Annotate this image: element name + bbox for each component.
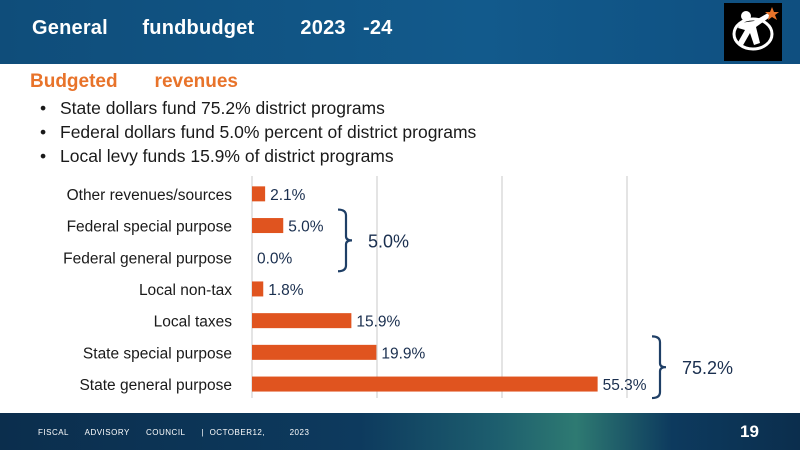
category-label: State special purpose (83, 345, 232, 362)
category-label: Other revenues/sources (67, 187, 233, 204)
data-label: 0.0% (257, 250, 293, 267)
bar (252, 313, 352, 329)
category-label: State general purpose (79, 377, 232, 394)
bracket (337, 208, 353, 273)
header-bar: General fundbudget 2023 -24 (0, 0, 800, 64)
data-label: 2.1% (270, 187, 306, 204)
footer-bar: FISCAL ADVISORY COUNCIL | OCTOBER12, 202… (0, 413, 800, 450)
data-label: 19.9% (381, 345, 425, 362)
category-label: Federal special purpose (67, 219, 232, 236)
bar-chart: Other revenues/sources 2.1% Federal specia… (63, 176, 733, 400)
bracket-label: 75.2% (682, 358, 733, 378)
bar (252, 376, 598, 392)
page-number: 19 (740, 422, 759, 441)
bar (252, 218, 284, 234)
logo-icon (732, 7, 779, 51)
slide-title: General fundbudget 2023 -24 (32, 17, 393, 39)
bullet-item: State dollars fund 75.2% district progra… (40, 96, 476, 120)
bullet-item: Federal dollars fund 5.0% percent of dis… (40, 120, 476, 144)
category-label: Local non-tax (139, 282, 232, 299)
data-label: 55.3% (603, 377, 647, 394)
bracket-label: 5.0% (368, 231, 409, 251)
category-label: Federal general purpose (63, 250, 232, 267)
bullet-list: State dollars fund 75.2% district progra… (40, 96, 476, 168)
category-label: Local taxes (154, 314, 233, 331)
data-label: 5.0% (288, 219, 324, 236)
footer-text: FISCAL ADVISORY COUNCIL | OCTOBER12, 202… (38, 428, 310, 437)
bar (252, 281, 264, 297)
data-label: 1.8% (268, 282, 304, 299)
bracket (651, 335, 667, 400)
bar (252, 186, 266, 202)
bullet-item: Local levy funds 15.9% of district progr… (40, 144, 476, 168)
data-label: 15.9% (356, 314, 400, 331)
logo (724, 3, 782, 61)
section-title: Budgeted revenues (30, 71, 238, 92)
bar (252, 344, 377, 360)
